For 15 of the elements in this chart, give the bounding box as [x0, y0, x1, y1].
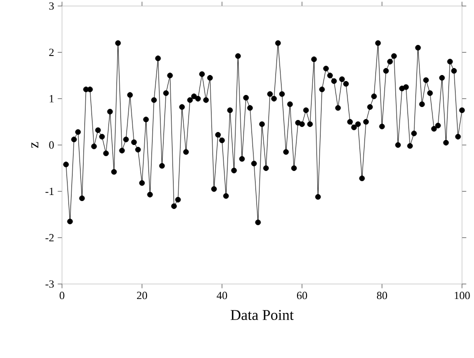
- x-tick-label: 0: [60, 292, 64, 300]
- y-tick-label: 1: [50, 95, 54, 102]
- x-tick-label: 40: [216, 292, 228, 300]
- y-axis-title: z: [31, 142, 38, 148]
- x-tick-label: 60: [296, 292, 308, 300]
- x-tick-label: 20: [137, 292, 148, 300]
- x-tick-label: 100: [454, 292, 470, 300]
- y-tick-label: -2: [46, 234, 54, 242]
- y-tick-label: 0: [49, 141, 54, 149]
- y-tick-label: -1: [46, 188, 54, 195]
- y-tick-label: 3: [49, 2, 54, 10]
- y-tick-label: -3: [46, 280, 54, 288]
- x-axis-title: Data Point: [230, 310, 294, 320]
- x-tick-label: 80: [376, 292, 388, 300]
- y-tick-label: 2: [49, 48, 54, 56]
